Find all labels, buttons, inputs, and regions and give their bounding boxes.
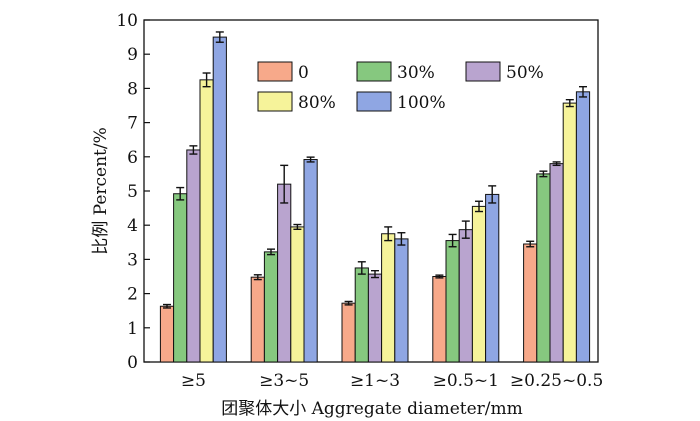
bar	[263, 251, 279, 363]
x-axis-label: 团聚体大小 Aggregate diameter/mm	[221, 399, 523, 419]
bar	[173, 193, 188, 363]
bar	[290, 226, 305, 363]
legend-item: 100%	[356, 91, 446, 113]
legend-swatch	[257, 61, 293, 82]
bar	[159, 305, 175, 363]
y-tick-label: 7	[127, 114, 138, 134]
bar	[445, 240, 460, 363]
legend-item: 0	[257, 61, 309, 83]
x-tick-label: ≥1~3	[350, 371, 400, 391]
legend-swatch	[356, 61, 392, 82]
bar	[367, 273, 383, 363]
bar	[523, 243, 538, 363]
y-tick-label: 2	[127, 285, 138, 305]
bar	[432, 276, 447, 363]
legend-item: 50%	[465, 61, 544, 83]
bar	[381, 233, 396, 363]
legend-label: 50%	[506, 63, 544, 83]
bar	[485, 193, 500, 363]
y-axis-label: 比例 Percent/%	[91, 127, 111, 255]
bar	[394, 238, 409, 363]
bar-group: ≥1~3	[341, 226, 409, 391]
x-tick-label: ≥5	[181, 371, 206, 391]
legend-item: 30%	[356, 61, 435, 83]
legend-label: 100%	[397, 93, 446, 113]
y-tick-label: 4	[127, 216, 138, 236]
y-tick-label: 8	[127, 79, 138, 99]
legend-swatch	[257, 91, 293, 112]
x-tick-label: ≥0.5~1	[433, 371, 499, 391]
legend-swatch	[356, 91, 392, 112]
bar-group: ≥0.5~1	[432, 185, 500, 391]
legend-label: 80%	[298, 93, 336, 113]
bar	[250, 276, 265, 363]
legend-item: 80%	[257, 91, 336, 113]
y-tick-label: 0	[127, 353, 138, 373]
x-tick-label: ≥3~5	[259, 371, 309, 391]
x-tick-label: ≥0.25~0.5	[510, 371, 603, 391]
bar-group: ≥5	[159, 31, 227, 391]
bar	[277, 183, 292, 363]
bar	[536, 173, 551, 363]
bar	[549, 163, 564, 363]
y-tick-label: 3	[127, 250, 138, 270]
bar-groups: ≥5 ≥3~5 ≥1~3 ≥0.5~1 ≥0.25~0.5	[159, 31, 603, 391]
legend: 0 30% 50% 80% 100%	[257, 61, 544, 113]
y-tick-label: 1	[127, 319, 138, 339]
y-tick-label: 9	[127, 45, 138, 65]
legend-label: 0	[298, 63, 309, 83]
y-tick-label: 6	[127, 148, 138, 168]
legend-label: 30%	[397, 63, 435, 83]
bar	[303, 159, 318, 363]
bar	[562, 102, 577, 363]
bar	[212, 36, 227, 363]
bar	[199, 79, 214, 363]
bar	[575, 91, 591, 363]
bar	[341, 302, 356, 363]
bar	[354, 267, 369, 363]
legend-swatch	[465, 61, 501, 82]
bar	[458, 229, 473, 363]
bar-group: ≥0.25~0.5	[510, 85, 603, 391]
bar-group: ≥3~5	[250, 156, 318, 391]
bar	[186, 149, 201, 363]
y-tick-label: 10	[116, 11, 138, 31]
y-tick-label: 5	[127, 182, 138, 202]
bar	[471, 205, 487, 363]
